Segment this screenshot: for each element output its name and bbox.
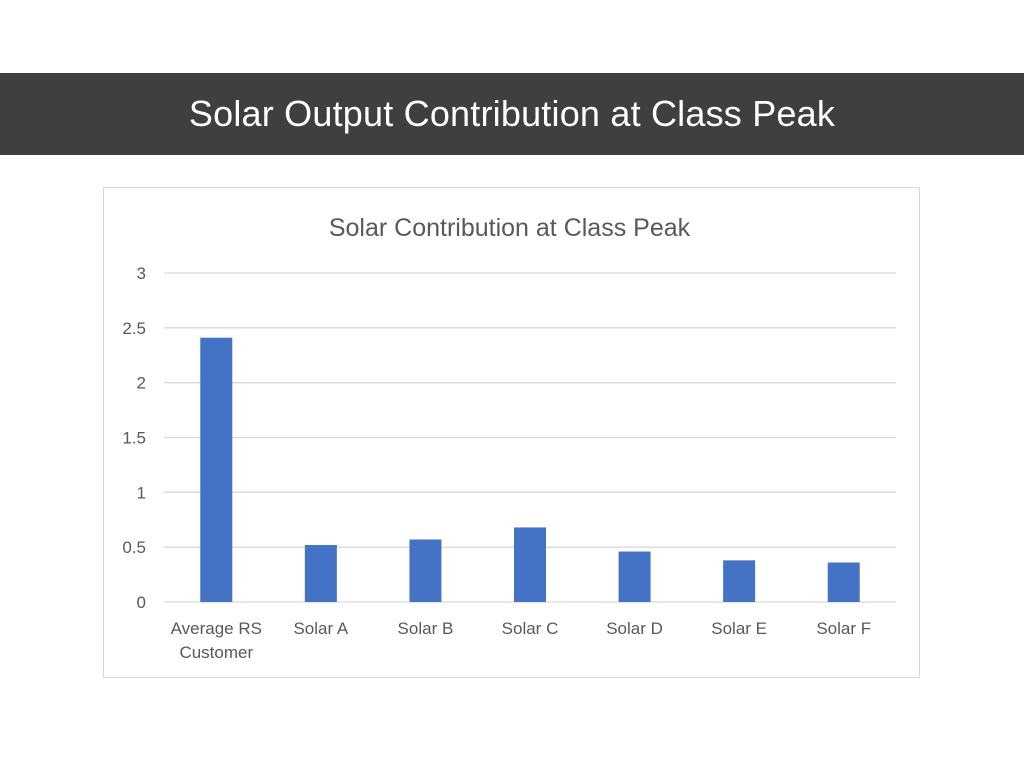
x-category-label: Solar D (606, 619, 663, 638)
chart-area: Solar Contribution at Class Peak 0 0.5 1 1.… (103, 187, 920, 678)
bar (618, 551, 651, 602)
x-category-label: Average RS Customer (171, 619, 262, 662)
x-axis-category-labels: Average RS Customer Solar A Solar B Solar C S… (171, 619, 872, 662)
bar (409, 539, 442, 602)
x-category-label: Solar E (711, 619, 767, 638)
y-tick-label: 1 (137, 483, 146, 502)
x-category-label: Solar F (816, 619, 871, 638)
x-category-label: Solar B (398, 619, 454, 638)
bar (723, 560, 756, 602)
y-tick-label: 0.5 (122, 538, 146, 557)
y-tick-label: 1.5 (122, 429, 146, 448)
x-category-label-line: Average RS (171, 619, 262, 638)
slide-title-bar: Solar Output Contribution at Class Peak (0, 73, 1024, 155)
x-category-label: Solar C (502, 619, 559, 638)
bar (827, 562, 860, 602)
chart-title: Solar Contribution at Class Peak (329, 214, 691, 242)
x-category-label-line: Solar B (398, 619, 454, 638)
gridlines (164, 272, 896, 603)
y-tick-label: 2.5 (122, 319, 146, 338)
y-axis-tick-labels: 0 0.5 1 1.5 2 2.5 3 (122, 264, 146, 612)
y-tick-label: 0 (137, 593, 146, 612)
x-category-label-line: Solar A (293, 619, 348, 638)
y-tick-label: 2 (137, 374, 146, 393)
x-category-label-line: Solar D (606, 619, 663, 638)
x-category-label-line: Solar C (502, 619, 559, 638)
slide-title: Solar Output Contribution at Class Peak (188, 93, 836, 134)
x-category-label-line: Solar F (816, 619, 871, 638)
bar-chart: Solar Contribution at Class Peak 0 0.5 1 1.… (122, 214, 896, 662)
x-category-label: Solar A (293, 619, 348, 638)
y-tick-label: 3 (137, 264, 146, 283)
x-category-label-line: Customer (179, 643, 253, 662)
bars (200, 337, 860, 602)
x-category-label-line: Solar E (711, 619, 767, 638)
bar (304, 544, 337, 602)
bar (200, 337, 233, 602)
bar (514, 527, 546, 602)
